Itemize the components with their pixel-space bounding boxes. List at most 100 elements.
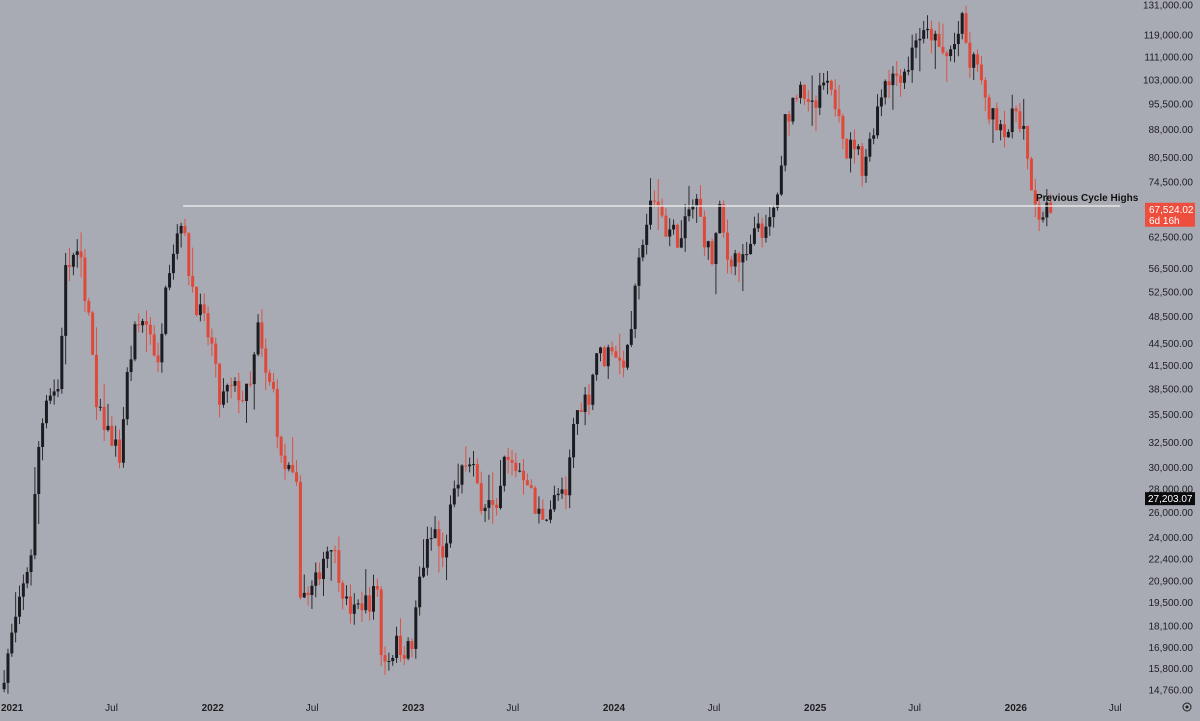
candle bbox=[506, 448, 510, 474]
candle-body bbox=[179, 225, 183, 234]
candle bbox=[218, 362, 222, 418]
candle-body bbox=[1014, 108, 1018, 112]
candle-body bbox=[625, 344, 629, 368]
candle bbox=[98, 398, 102, 411]
candle bbox=[922, 20, 926, 44]
candle-body bbox=[552, 495, 556, 510]
candle-body bbox=[718, 204, 722, 234]
candle bbox=[645, 213, 649, 255]
candle bbox=[706, 240, 710, 260]
candle bbox=[191, 247, 195, 293]
candle bbox=[737, 251, 741, 283]
candle-body bbox=[44, 400, 48, 424]
candle bbox=[1014, 105, 1018, 123]
candle-body bbox=[148, 324, 152, 335]
candle-body bbox=[221, 391, 225, 405]
candle-body bbox=[406, 641, 410, 659]
candle-body bbox=[202, 304, 206, 314]
candle-body bbox=[768, 217, 772, 227]
candle bbox=[899, 69, 903, 97]
candle-body bbox=[1022, 125, 1026, 129]
candle-body bbox=[799, 84, 803, 98]
candle-body bbox=[587, 394, 591, 405]
candle bbox=[37, 441, 41, 524]
candle bbox=[1045, 189, 1049, 227]
candle bbox=[760, 217, 764, 248]
candle bbox=[498, 460, 502, 510]
candle bbox=[44, 394, 48, 429]
candle-body bbox=[629, 329, 633, 345]
candle bbox=[433, 516, 437, 539]
candle bbox=[876, 94, 880, 139]
candle-body bbox=[206, 313, 210, 338]
candle-body bbox=[964, 13, 968, 43]
candle-body bbox=[852, 139, 856, 150]
candle bbox=[1049, 193, 1053, 214]
candle-body bbox=[75, 251, 79, 255]
candle-body bbox=[171, 253, 175, 274]
time-axis[interactable]: 2021 Jul 2022 Jul 2023 Jul 2024 Jul 2025 Jul 2026 J… bbox=[1, 703, 1122, 714]
candle bbox=[425, 526, 429, 576]
y-tick-label: 38,500.00 bbox=[1149, 385, 1194, 396]
candle-body bbox=[156, 355, 160, 363]
candle bbox=[941, 23, 945, 55]
candle-body bbox=[141, 321, 145, 326]
price-axis[interactable]: 131,000.00 119,000.00 111,000.00 103,000.00… bbox=[1143, 0, 1193, 696]
candle-body bbox=[949, 49, 953, 57]
candle bbox=[895, 61, 899, 86]
candle-body bbox=[29, 555, 33, 572]
candle bbox=[445, 534, 449, 581]
candle bbox=[110, 416, 114, 447]
candle bbox=[83, 248, 87, 312]
candle-body bbox=[102, 406, 106, 431]
candle-body bbox=[864, 156, 868, 176]
y-tick-label: 15,800.00 bbox=[1149, 664, 1194, 675]
candle bbox=[410, 638, 414, 658]
candle bbox=[649, 178, 653, 230]
candle-body bbox=[941, 46, 945, 53]
candle-body bbox=[833, 89, 837, 110]
candle bbox=[241, 390, 245, 403]
y-tick-label: 16,900.00 bbox=[1149, 643, 1194, 654]
candle-body bbox=[6, 653, 10, 683]
candle-body bbox=[683, 216, 687, 239]
candle bbox=[321, 551, 325, 597]
candle-body bbox=[568, 457, 572, 496]
candle-body bbox=[556, 493, 560, 496]
gear-icon[interactable] bbox=[1182, 702, 1192, 712]
bar-countdown: 6d 16h bbox=[1149, 216, 1180, 227]
candle bbox=[187, 232, 191, 286]
candle bbox=[987, 94, 991, 125]
candle bbox=[999, 119, 1003, 141]
candle bbox=[775, 192, 779, 211]
candle bbox=[995, 102, 999, 131]
candle bbox=[221, 378, 225, 408]
candle-body bbox=[945, 52, 949, 57]
candle-body bbox=[364, 595, 368, 611]
gear-icon-ring bbox=[1182, 702, 1192, 712]
candle-body bbox=[656, 201, 660, 206]
candle bbox=[214, 337, 218, 378]
candle bbox=[360, 591, 364, 622]
candle bbox=[956, 21, 960, 57]
candle-body bbox=[956, 33, 960, 45]
candle bbox=[456, 463, 460, 497]
candle-body bbox=[356, 603, 360, 605]
candle bbox=[687, 185, 691, 222]
last-price-badge: 67,524.02 6d 16h bbox=[1145, 202, 1195, 227]
candle bbox=[318, 562, 322, 586]
candle bbox=[148, 317, 152, 345]
candle-body bbox=[164, 287, 168, 334]
candle-body bbox=[960, 13, 964, 34]
candle-body bbox=[248, 383, 252, 385]
candle bbox=[279, 435, 283, 463]
candle bbox=[818, 72, 822, 116]
candle bbox=[114, 425, 118, 457]
candle-body bbox=[395, 635, 399, 658]
candle bbox=[579, 402, 583, 413]
candle bbox=[368, 587, 372, 621]
candle-body bbox=[545, 519, 549, 521]
candle-body bbox=[1018, 111, 1022, 129]
